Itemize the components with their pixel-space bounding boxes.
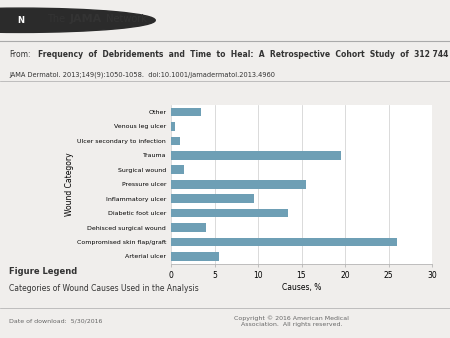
Bar: [171, 122, 176, 131]
Text: Figure Legend: Figure Legend: [9, 267, 77, 276]
Text: Network: Network: [103, 15, 147, 24]
Circle shape: [0, 8, 155, 32]
Bar: [171, 151, 341, 160]
Bar: [171, 194, 254, 203]
Text: Categories of Wound Causes Used in the Analysis: Categories of Wound Causes Used in the A…: [9, 284, 199, 293]
Text: Copyright © 2016 American Medical
Association.  All rights reserved.: Copyright © 2016 American Medical Associ…: [234, 316, 349, 327]
Bar: [171, 137, 180, 145]
Text: Frequency  of  Debridements  and  Time  to  Heal:  A  Retrospective  Cohort  Stu: Frequency of Debridements and Time to He…: [37, 49, 450, 58]
Bar: [171, 238, 397, 246]
Bar: [171, 108, 202, 116]
X-axis label: Causes, %: Causes, %: [282, 283, 321, 292]
Y-axis label: Wound Category: Wound Category: [65, 152, 74, 216]
Bar: [171, 209, 288, 217]
Text: JAMA Dermatol. 2013;149(9):1050-1058.  doi:10.1001/jamadermatol.2013.4960: JAMA Dermatol. 2013;149(9):1050-1058. do…: [9, 72, 275, 78]
Bar: [171, 180, 306, 189]
Text: From:: From:: [9, 49, 31, 58]
Bar: [171, 165, 184, 174]
Text: JAMA: JAMA: [70, 15, 102, 24]
Text: Date of download:  5/30/2016: Date of download: 5/30/2016: [9, 319, 103, 324]
Bar: [171, 252, 219, 261]
Bar: [171, 223, 206, 232]
Text: N: N: [17, 16, 24, 25]
Text: The: The: [47, 15, 68, 24]
